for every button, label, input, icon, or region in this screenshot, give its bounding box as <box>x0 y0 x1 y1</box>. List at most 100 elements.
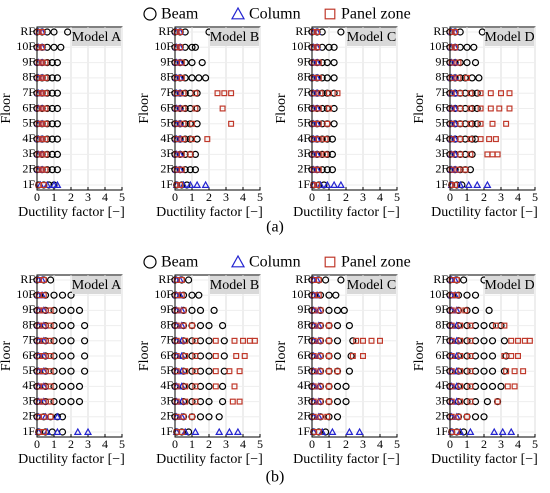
y-tick-label: 9F <box>22 54 35 68</box>
panel-zone-point <box>514 353 521 360</box>
x-tick-label: 0 <box>309 190 315 204</box>
panel-zone-point <box>212 368 219 375</box>
y-axis-label: Floor <box>137 93 152 124</box>
panel-zone-point <box>452 44 459 51</box>
beam-point <box>188 291 196 299</box>
panel-zone-point <box>180 105 187 112</box>
y-axis-label: Floor <box>0 93 14 124</box>
panel-zone-point <box>47 307 54 314</box>
panel-zone-point <box>173 322 180 329</box>
title-box <box>72 28 121 46</box>
column-point <box>507 427 516 435</box>
beam-point <box>196 413 205 421</box>
panel-zone-point <box>315 151 322 158</box>
panel-zone-point <box>467 398 474 405</box>
panel-title: Model A <box>72 278 122 293</box>
column-point <box>73 427 82 435</box>
beam-point <box>333 322 342 330</box>
beam-point <box>58 367 67 375</box>
panel-zone-point <box>42 136 49 143</box>
panel-zone-point <box>467 322 474 329</box>
x-tick-label: 1 <box>189 437 195 451</box>
y-tick-label: RF <box>295 272 310 286</box>
caption: (a) <box>266 219 284 236</box>
panel-zone-point <box>448 120 455 127</box>
panel-zone-point <box>229 398 236 405</box>
panel-zone-point <box>182 398 189 405</box>
beam-point <box>342 382 350 390</box>
panel-zone-point <box>310 322 317 329</box>
x-tick-label: 3 <box>85 437 91 451</box>
panel-zone-point <box>453 277 460 284</box>
beam-point <box>188 337 196 345</box>
beam-point <box>340 306 348 314</box>
y-tick-label: 4F <box>160 378 173 392</box>
beam-point <box>471 306 480 314</box>
panel-zone-point <box>487 105 494 112</box>
y-tick-label: 10F <box>429 287 448 301</box>
y-tick-label: RF <box>295 24 310 38</box>
panel-zone-point <box>317 90 324 97</box>
x-tick-label: 2 <box>206 437 212 451</box>
panel-zone-point <box>334 368 341 375</box>
panel-zone-point <box>448 59 455 66</box>
title-box <box>485 276 534 294</box>
x-tick-label: 5 <box>394 437 400 451</box>
panel-zone-point <box>177 44 184 51</box>
beam-point <box>463 398 471 406</box>
panel-zone-point <box>514 337 521 344</box>
y-axis-label: Floor <box>274 340 289 371</box>
x-tick-label: 3 <box>498 190 504 204</box>
y-tick-label: 8F <box>22 317 35 331</box>
panel-zone-point <box>40 429 47 436</box>
panel-zone-point <box>457 368 464 375</box>
beam-point <box>50 43 58 51</box>
panel-zone-point <box>455 413 462 420</box>
panel-zone-point <box>310 368 317 375</box>
y-tick-label: 7F <box>435 85 448 99</box>
panel-zone-point <box>317 322 324 329</box>
beam-point <box>325 291 333 299</box>
y-tick-label: RF <box>433 24 448 38</box>
x-tick-label: 5 <box>257 190 263 204</box>
beam-point <box>75 398 84 406</box>
column-point <box>328 427 337 435</box>
beam-point <box>75 306 84 314</box>
y-axis-label: Floor <box>0 340 14 371</box>
panel-zone-point <box>498 90 505 97</box>
panel-zone-point <box>212 337 219 344</box>
panel-zone-point <box>448 413 455 420</box>
panel-zone-point <box>310 398 317 405</box>
panel-zone-point <box>457 322 464 329</box>
column-point <box>225 427 234 435</box>
x-tick-label: 3 <box>360 190 366 204</box>
panel-zone-point <box>455 166 462 173</box>
beam-point <box>58 382 67 390</box>
beam-point <box>53 135 62 143</box>
panel-zone-point <box>236 368 243 375</box>
legend-label: Column <box>249 254 301 271</box>
panel-zone-point <box>192 337 199 344</box>
panel-zone-point <box>504 383 511 390</box>
panel-zone-point <box>457 337 464 344</box>
panel-zone-point <box>40 413 47 420</box>
panel-zone-point <box>317 337 324 344</box>
beam-point <box>463 352 471 360</box>
panel-zone-point <box>457 105 464 112</box>
x-tick-label: 1 <box>326 190 332 204</box>
panel-zone-point <box>457 398 464 405</box>
panel-zone-point <box>492 136 499 143</box>
beam-point <box>80 322 89 330</box>
panel-zone-point <box>315 59 322 66</box>
y-tick-label: 4F <box>297 131 310 145</box>
panel-zone-point <box>39 120 46 127</box>
beam-point <box>460 276 468 284</box>
panel-zone-point <box>35 59 42 66</box>
x-tick-label: 3 <box>360 437 366 451</box>
beam-point <box>480 382 488 390</box>
panel-zone-point <box>448 166 455 173</box>
panel-zone-point <box>47 353 54 360</box>
x-tick-label: 4 <box>515 190 521 204</box>
panel-zone-point <box>315 105 322 112</box>
beam-point <box>463 367 471 375</box>
